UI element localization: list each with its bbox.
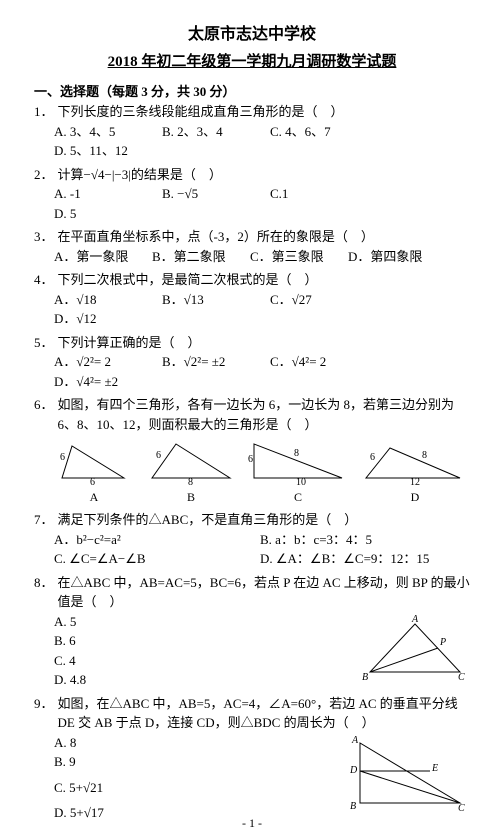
q5-num: 5． [34,333,54,353]
q4-stem: 下列二次根式中，是最简二次根式的是（ ） [58,270,470,290]
svg-text:D: D [350,765,358,776]
q6-triangle-b: 6 8 B [146,438,236,506]
svg-text:6: 6 [60,452,65,463]
q8-stem: 在△ABC 中，AB=AC=5，BC=6，若点 P 在边 AC 上移动，则 BP… [58,573,470,612]
svg-text:6: 6 [156,450,161,461]
q5-opt-c: C．√4²= 2 [270,352,370,372]
q4-num: 4． [34,270,54,290]
q9-num: 9． [34,694,54,733]
svg-text:6: 6 [248,454,253,465]
svg-text:E: E [431,763,438,774]
q6-triangle-d: 6 12 8 D [360,438,470,506]
q2-opt-b: B. −√5 [162,184,262,204]
question-8: 8． 在△ABC 中，AB=AC=5，BC=6，若点 P 在边 AC 上移动，则… [34,573,470,690]
question-4: 4． 下列二次根式中，是最简二次根式的是（ ） A．√18 B．√13 C．√2… [34,270,470,329]
q9-figure: A B C D E [350,733,470,813]
q5-stem: 下列计算正确的是（ ） [58,333,470,353]
q3-opt-b: B．第二象限 [152,247,242,267]
question-5: 5． 下列计算正确的是（ ） A．√2²= 2 B．√2²= ±2 C．√4²=… [34,333,470,392]
q3-opt-d: D．第四象限 [348,247,438,267]
q6-label-d: D [360,488,470,506]
q6-label-a: A [54,488,134,506]
svg-text:P: P [439,637,446,648]
q6-num: 6． [34,395,54,434]
q6-label-b: B [146,488,236,506]
question-7: 7． 满足下列条件的△ABC，不是直角三角形的是（ ） A．b²−c²=a² B… [34,510,470,569]
q6-triangle-a: 6 6 A [54,438,134,506]
q7-stem: 满足下列条件的△ABC，不是直角三角形的是（ ） [58,510,470,530]
q4-opt-b: B．√13 [162,290,262,310]
q1-opt-a: A. 3、4、5 [54,122,154,142]
svg-text:A: A [411,614,419,625]
q5-opt-b: B．√2²= ±2 [162,352,262,372]
q8-figure: A B C P [360,612,470,684]
q6-svg-b: 6 8 [146,438,236,486]
svg-text:C: C [458,803,465,813]
q1-opt-c: C. 4、6、7 [270,122,370,142]
q8-num: 8． [34,573,54,612]
q3-opt-c: C．第三象限 [250,247,340,267]
exam-title: 2018 年初二年级第一学期九月调研数学试题 [34,50,470,71]
svg-text:C: C [458,672,465,683]
q4-opt-a: A．√18 [54,290,154,310]
svg-text:8: 8 [422,450,427,461]
q7-opt-b: B. a：b：c=3：4：5 [260,530,460,550]
svg-text:B: B [362,672,368,683]
q7-opt-c: C. ∠C=∠A−∠B [54,549,254,569]
section-1-title: 一、选择题（每题 3 分，共 30 分） [34,81,470,100]
q4-opt-c: C．√27 [270,290,370,310]
svg-text:B: B [350,801,356,812]
q3-num: 3． [34,227,54,247]
q4-opt-d: D．√12 [54,309,154,329]
svg-text:10: 10 [296,477,306,486]
q3-opt-a: A．第一象限 [54,247,144,267]
question-2: 2． 计算−√4−|−3|的结果是（ ） A. -1 B. −√5 C.1 D.… [34,165,470,224]
svg-text:A: A [351,735,359,746]
school-title: 太原市志达中学校 [34,20,470,44]
q5-opt-a: A．√2²= 2 [54,352,154,372]
q2-opt-a: A. -1 [54,184,154,204]
q3-stem: 在平面直角坐标系中，点（-3，2）所在的象限是（ ） [58,227,470,247]
q6-label-c: C [248,488,348,506]
svg-text:6: 6 [90,477,95,486]
q6-stem: 如图，有四个三角形，各有一边长为 6，一边长为 8，若第三边分别为 6、8、10… [58,395,470,434]
q7-opt-a: A．b²−c²=a² [54,530,254,550]
q6-svg-a: 6 6 [54,438,134,486]
q1-opt-d: D. 5、11、12 [54,141,154,161]
svg-text:8: 8 [294,448,299,459]
q7-opt-d: D. ∠A：∠B：∠C=9：12：15 [260,549,460,569]
svg-text:6: 6 [370,452,375,463]
svg-text:8: 8 [188,477,193,486]
q2-opt-c: C.1 [270,184,370,204]
q9-stem: 如图，在△ABC 中，AB=5，AC=4，∠A=60°，若边 AC 的垂直平分线… [58,694,470,733]
q1-opt-b: B. 2、3、4 [162,122,262,142]
svg-text:12: 12 [410,477,420,486]
question-3: 3． 在平面直角坐标系中，点（-3，2）所在的象限是（ ） A．第一象限 B．第… [34,227,470,266]
q2-stem: 计算−√4−|−3|的结果是（ ） [58,165,470,185]
q1-stem: 下列长度的三条线段能组成直角三角形的是（ ） [58,102,470,122]
question-6: 6． 如图，有四个三角形，各有一边长为 6，一边长为 8，若第三边分别为 6、8… [34,395,470,506]
question-1: 1． 下列长度的三条线段能组成直角三角形的是（ ） A. 3、4、5 B. 2、… [34,102,470,161]
q6-triangle-c: 6 10 8 C [248,438,348,506]
q7-num: 7． [34,510,54,530]
q2-opt-d: D. 5 [54,204,154,224]
q6-svg-c: 6 10 8 [248,438,348,486]
page-footer: - 1 - [0,816,504,831]
q6-svg-d: 6 12 8 [360,438,470,486]
q2-num: 2． [34,165,54,185]
q5-opt-d: D．√4²= ±2 [54,372,154,392]
q1-num: 1． [34,102,54,122]
